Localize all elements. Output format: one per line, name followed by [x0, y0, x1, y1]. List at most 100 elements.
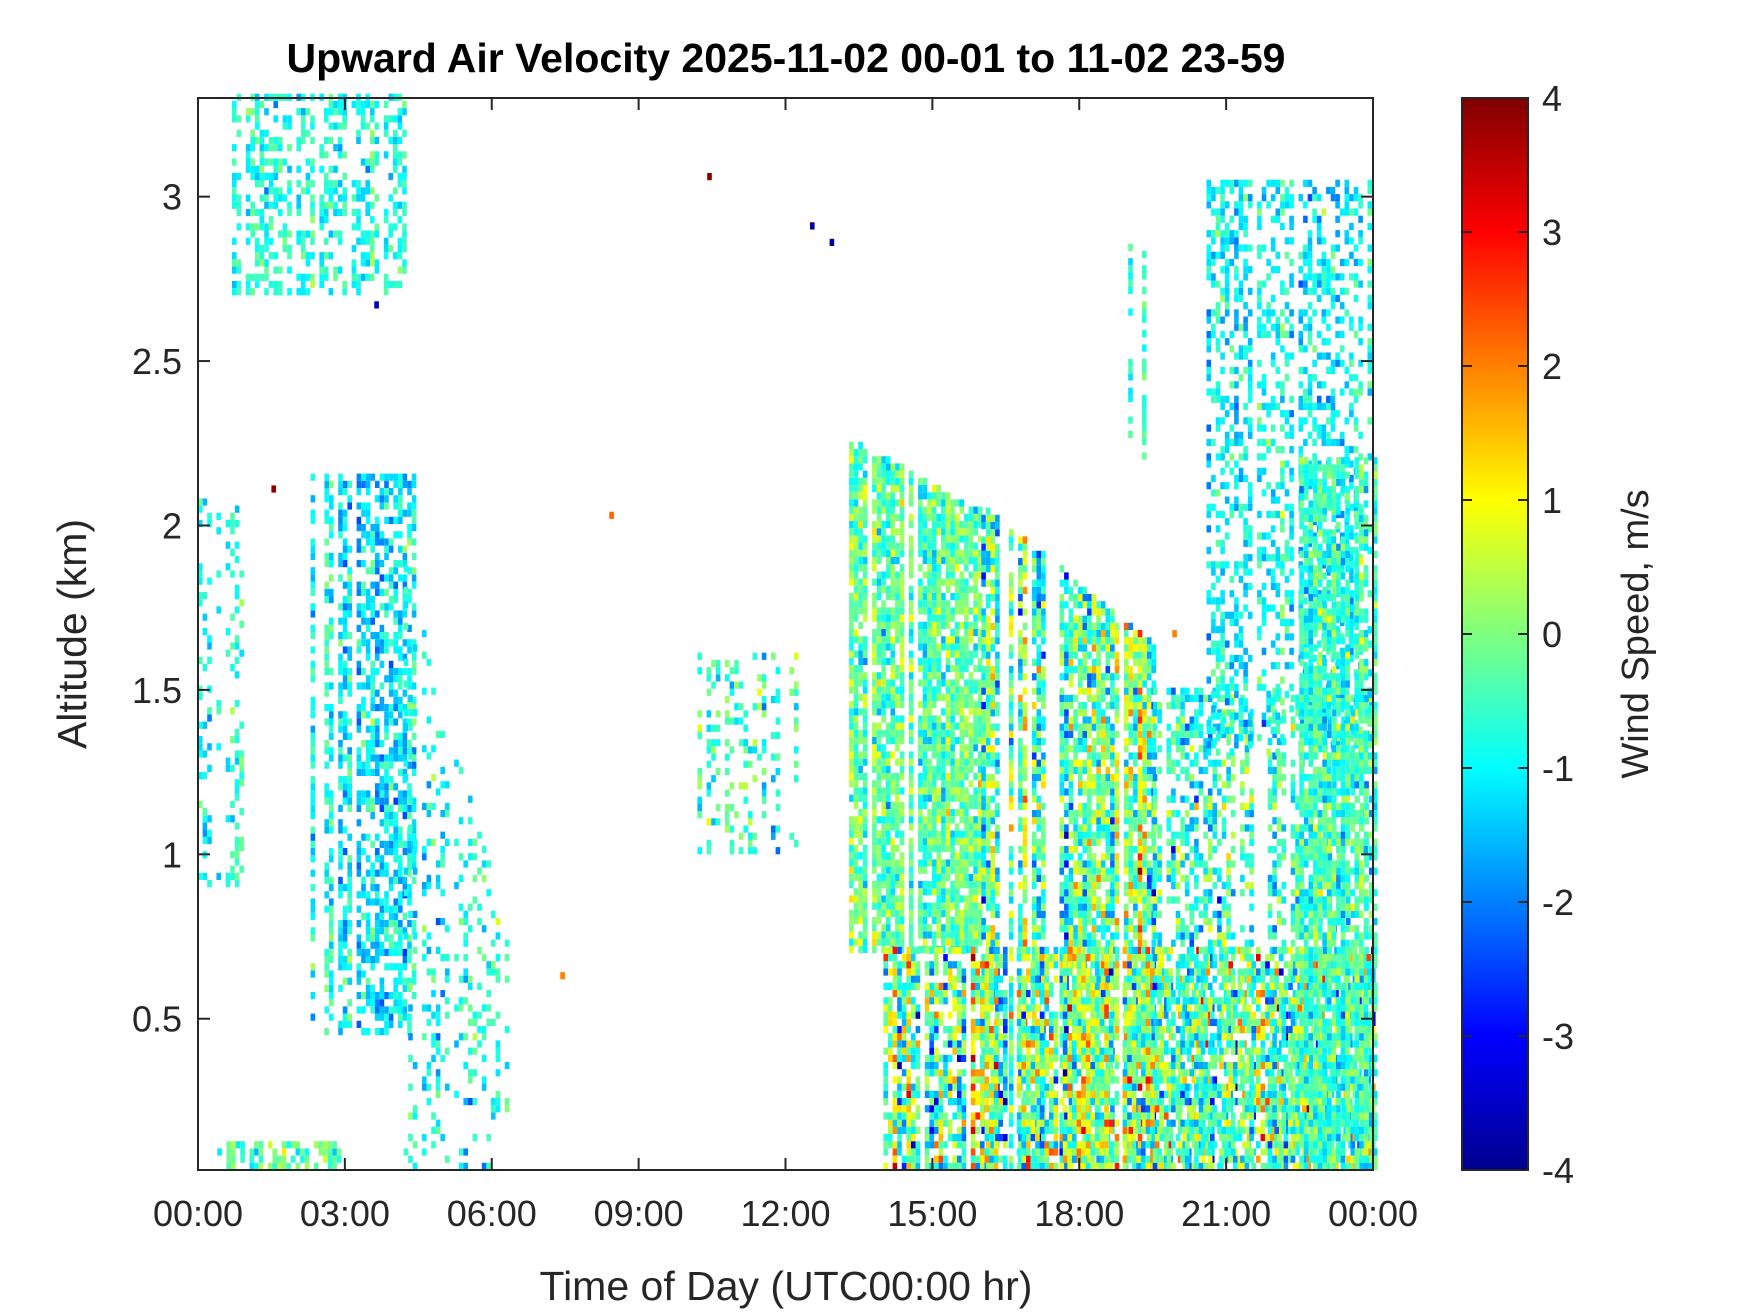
- heatmap-cell: [310, 898, 316, 906]
- heatmap-cell: [853, 499, 859, 507]
- heatmap-cell: [1105, 925, 1111, 933]
- heatmap-cell: [329, 934, 334, 942]
- heatmap-cell: [1110, 687, 1115, 695]
- heatmap-cell: [1008, 673, 1014, 681]
- heatmap-cell: [198, 592, 203, 600]
- heatmap-cell: [977, 931, 983, 939]
- heatmap-cell: [324, 266, 329, 274]
- heatmap-cell: [990, 1069, 996, 1077]
- heatmap-cell: [198, 800, 203, 808]
- heatmap-cell: [375, 588, 380, 596]
- heatmap-cell: [885, 492, 891, 500]
- heatmap-cell: [319, 280, 324, 289]
- heatmap-cell: [908, 751, 914, 759]
- heatmap-cell: [1041, 687, 1046, 695]
- heatmap-cell: [964, 765, 969, 773]
- heatmap-cell: [356, 1020, 362, 1028]
- heatmap-cell: [411, 804, 417, 812]
- heatmap-cell: [1114, 673, 1120, 681]
- heatmap-cell: [931, 607, 937, 615]
- heatmap-cell: [398, 927, 403, 935]
- heatmap-cell: [1041, 550, 1046, 558]
- heatmap-cell: [941, 816, 946, 824]
- heatmap-cell: [931, 801, 937, 809]
- heatmap-cell: [995, 889, 1000, 897]
- heatmap-cell: [918, 859, 923, 867]
- heatmap-cell: [922, 924, 928, 932]
- heatmap-cell: [927, 758, 932, 766]
- heatmap-cell: [338, 740, 343, 748]
- heatmap-cell: [748, 818, 753, 826]
- heatmap-cell: [379, 1013, 385, 1021]
- heatmap-cell: [885, 693, 891, 701]
- heatmap-cell: [310, 516, 316, 524]
- heatmap-cell: [872, 895, 877, 903]
- heatmap-cell: [1031, 874, 1037, 882]
- heatmap-cell: [1059, 673, 1065, 681]
- heatmap-cell: [954, 708, 960, 716]
- heatmap-cell: [959, 924, 965, 932]
- heatmap-cell: [1036, 817, 1042, 825]
- heatmap-cell: [324, 552, 329, 560]
- heatmap-cell: [329, 826, 334, 834]
- heatmap-cell: [895, 600, 900, 608]
- heatmap-cell: [849, 758, 854, 766]
- heatmap-cell: [379, 776, 385, 784]
- heatmap-cell: [379, 790, 385, 798]
- heatmap-cell: [853, 477, 859, 485]
- heatmap-cell: [1091, 716, 1097, 724]
- heatmap-cell: [885, 657, 891, 665]
- heatmap-cell: [950, 902, 955, 910]
- heatmap-cell: [384, 840, 389, 848]
- heatmap-cell: [207, 656, 212, 664]
- heatmap-cell: [422, 802, 427, 810]
- heatmap-cell: [365, 1028, 371, 1036]
- heatmap-cell: [849, 643, 854, 651]
- heatmap-cell: [232, 108, 237, 116]
- heatmap-cell: [1068, 1105, 1074, 1113]
- heatmap-cell: [402, 473, 408, 481]
- heatmap-cell: [954, 765, 960, 773]
- heatmap-cell: [1087, 838, 1092, 846]
- heatmap-cell: [918, 773, 923, 781]
- heatmap-cell: [310, 624, 316, 632]
- heatmap-cell: [995, 788, 1000, 796]
- heatmap-cell: [384, 790, 389, 798]
- heatmap-cell: [1018, 759, 1023, 767]
- heatmap-cell: [426, 968, 432, 976]
- heatmap-cell: [338, 862, 343, 870]
- heatmap-cell: [356, 610, 362, 618]
- heatmap-cell: [333, 266, 338, 274]
- heatmap-cell: [411, 977, 417, 985]
- heatmap-cell: [234, 779, 240, 787]
- heatmap-cell: [1096, 774, 1101, 782]
- heatmap-cell: [1059, 1062, 1065, 1070]
- heatmap-cell: [365, 711, 371, 719]
- heatmap-cell: [347, 797, 352, 805]
- heatmap-cell: [365, 187, 370, 195]
- heatmap-cell: [384, 819, 389, 827]
- heatmap-cell: [1073, 716, 1078, 724]
- heatmap-cell: [981, 723, 986, 731]
- heatmap-cell: [342, 632, 348, 640]
- heatmap-cell: [973, 542, 978, 550]
- heatmap-cell: [383, 237, 389, 245]
- heatmap-cell: [995, 867, 1000, 875]
- heatmap-cell: [853, 585, 859, 593]
- heatmap-cell: [259, 151, 265, 159]
- heatmap-cell: [858, 593, 863, 601]
- heatmap-cell: [872, 924, 877, 932]
- heatmap-cell: [1082, 730, 1088, 738]
- heatmap-cell: [347, 776, 352, 784]
- heatmap-cell: [458, 975, 464, 983]
- heatmap-cell: [954, 737, 960, 745]
- heatmap-cell: [1018, 774, 1023, 782]
- heatmap-cell: [927, 528, 932, 536]
- heatmap-cell: [945, 564, 951, 572]
- heatmap-cell: [435, 882, 441, 890]
- heatmap-cell: [393, 617, 398, 625]
- heatmap-cell: [324, 819, 329, 827]
- heatmap-cell: [365, 754, 371, 762]
- heatmap-cell: [1073, 939, 1078, 947]
- heatmap-cell: [1082, 889, 1088, 897]
